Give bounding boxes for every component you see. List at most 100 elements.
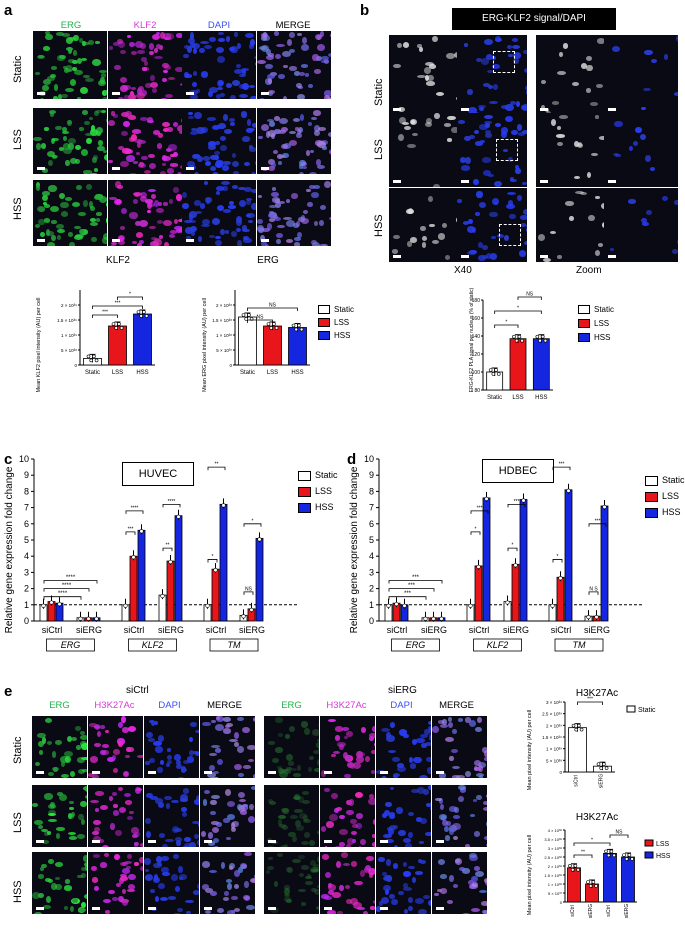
nucleus: [224, 230, 230, 235]
nucleus: [286, 239, 294, 244]
nucleus: [93, 167, 99, 172]
nucleus: [520, 223, 526, 228]
y-tick-label: 9: [369, 470, 374, 480]
group-label: siCtrl: [124, 625, 145, 635]
e-ctrl-tile-2-1: [88, 852, 143, 914]
group-label: siCtrl: [42, 625, 63, 635]
nucleus: [319, 205, 326, 211]
nucleus: [111, 792, 117, 797]
nucleus: [127, 747, 134, 752]
nucleus: [496, 233, 504, 238]
nucleus: [207, 841, 215, 846]
category-label: siERG: [599, 774, 605, 789]
nucleus: [408, 811, 415, 816]
nucleus: [44, 793, 53, 800]
nucleus: [113, 199, 122, 206]
sig-label: ***: [559, 462, 565, 468]
nucleus: [395, 806, 404, 814]
y-tick-label: 4: [24, 551, 29, 561]
nucleus: [170, 874, 178, 881]
nucleus: [48, 110, 57, 115]
nucleus: [204, 888, 214, 893]
nucleus: [188, 750, 194, 757]
nucleus: [187, 46, 193, 53]
nucleus: [434, 892, 440, 897]
nucleus: [315, 140, 323, 146]
nucleus: [155, 896, 160, 903]
category-label: LSS: [512, 395, 523, 401]
nucleus: [135, 786, 142, 794]
nucleus: [98, 838, 105, 843]
sig-label: ***: [477, 505, 483, 511]
nucleus: [501, 131, 507, 138]
nucleus: [306, 150, 311, 156]
a-row-hss: HSS: [12, 197, 24, 220]
nucleus: [162, 843, 168, 847]
nucleus: [580, 191, 587, 196]
nucleus: [51, 883, 57, 890]
nucleus: [467, 89, 474, 95]
zoom-box: [496, 139, 518, 161]
bar-HSS: [174, 515, 183, 622]
nucleus: [181, 807, 188, 812]
nucleus: [71, 201, 80, 207]
nucleus: [133, 160, 139, 165]
nucleus: [57, 94, 63, 99]
nucleus: [202, 721, 211, 727]
nucleus: [266, 48, 271, 55]
y-tick-label: 1 × 10³⁹: [546, 747, 562, 752]
scale-bar: [186, 239, 194, 242]
nucleus: [273, 129, 280, 134]
nucleus: [158, 735, 164, 742]
nucleus: [425, 118, 432, 124]
scale-bar: [111, 167, 120, 170]
sig-label: *: [129, 292, 131, 298]
nucleus: [266, 54, 274, 60]
data-point: [558, 576, 563, 581]
nucleus: [43, 203, 51, 208]
data-point: [142, 310, 146, 314]
y-tick-label: 1 × 10³⁹: [61, 333, 77, 338]
category-label: Static: [85, 370, 100, 376]
nucleus: [204, 909, 212, 914]
nucleus: [132, 192, 142, 196]
y-tick-label: 2.5 × 10³⁸: [544, 855, 562, 860]
group-label: siCtrl: [387, 625, 408, 635]
nucleus: [451, 765, 461, 770]
y-tick-label: 3 × 10³⁹: [546, 700, 562, 705]
nucleus: [435, 91, 445, 96]
nucleus: [95, 791, 105, 796]
nucleus: [36, 181, 41, 188]
nucleus: [209, 165, 216, 171]
scale-bar: [111, 92, 120, 95]
nucleus: [123, 772, 128, 777]
nucleus: [641, 217, 648, 224]
nucleus: [60, 756, 69, 764]
nucleus: [83, 861, 87, 868]
nucleus: [247, 816, 255, 823]
a-tile-0-2: [182, 31, 256, 99]
nucleus: [303, 815, 309, 822]
nucleus: [306, 189, 311, 193]
bar: [509, 338, 527, 391]
nucleus: [163, 69, 168, 73]
nucleus: [90, 222, 98, 227]
nucleus: [239, 93, 248, 98]
nucleus: [281, 808, 290, 815]
nucleus: [331, 792, 338, 799]
category-label: HSS: [535, 395, 547, 401]
nucleus: [283, 64, 288, 68]
nucleus: [135, 152, 141, 156]
data-point: [573, 864, 578, 868]
nucleus: [212, 827, 220, 834]
nucleus: [230, 895, 239, 900]
bar-LSS: [211, 568, 220, 622]
nucleus: [39, 866, 45, 871]
nucleus: [156, 143, 162, 149]
nucleus: [344, 773, 351, 778]
nucleus: [519, 250, 527, 257]
nucleus: [297, 94, 306, 99]
nucleus: [72, 898, 79, 904]
nucleus: [197, 839, 199, 847]
nucleus: [479, 202, 487, 209]
